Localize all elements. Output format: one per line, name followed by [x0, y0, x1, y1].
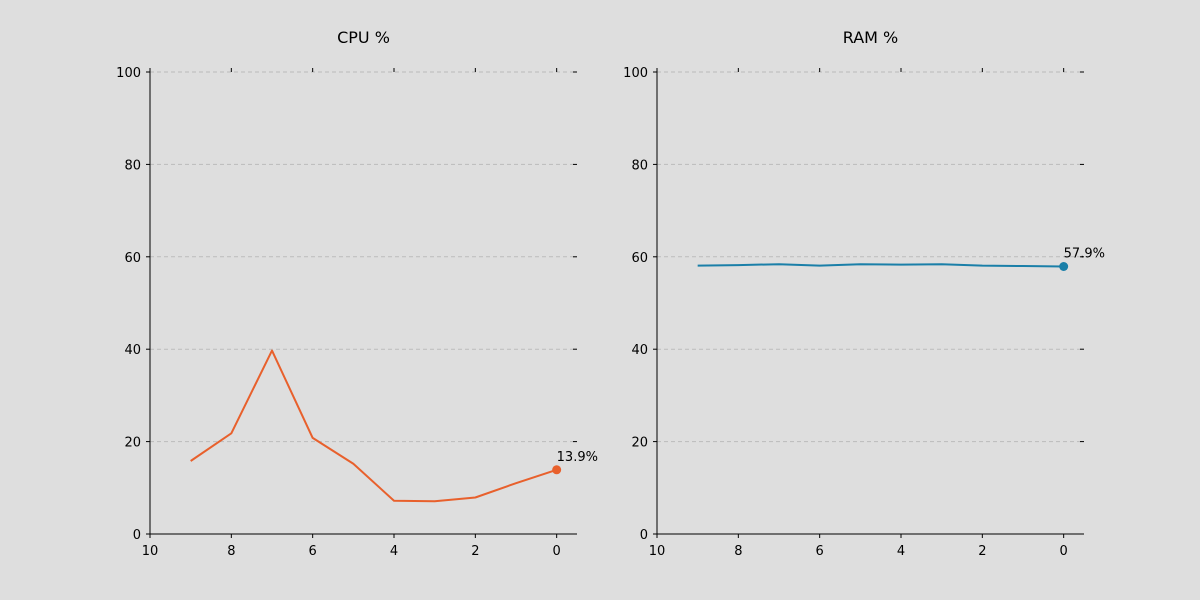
cpu-last-value-label: 13.9%	[557, 450, 598, 465]
cpu-x-tick-label: 0	[553, 544, 561, 559]
ram-y-tick-label: 60	[631, 251, 648, 266]
cpu-y-tick-label: 40	[124, 343, 141, 358]
ram-x-tick-label: 8	[734, 544, 742, 559]
ram-last-value-label: 57.9%	[1064, 247, 1105, 262]
cpu-x-tick-label: 10	[142, 544, 159, 559]
ram-chart-title: RAM %	[843, 28, 899, 47]
cpu-series-line	[190, 349, 557, 503]
cpu-y-tick-label: 60	[124, 251, 141, 266]
ram-y-tick-label: 100	[623, 66, 648, 81]
ram-x-tick-label: 10	[649, 544, 666, 559]
cpu-x-tick-label: 6	[309, 544, 317, 559]
ram-x-tick-label: 4	[897, 544, 905, 559]
ram-series-line	[697, 263, 1064, 268]
cpu-x-tick-label: 2	[471, 544, 479, 559]
ram-x-tick-label: 0	[1060, 544, 1068, 559]
cpu-chart-title: CPU %	[337, 28, 390, 47]
ram-y-tick-label: 0	[640, 528, 648, 543]
cpu-y-tick-label: 20	[124, 436, 141, 451]
cpu-y-tick-label: 80	[124, 158, 141, 173]
ram-y-tick-label: 40	[631, 343, 648, 358]
cpu-last-point	[552, 465, 562, 475]
cpu-y-tick-label: 100	[116, 66, 141, 81]
ram-last-point	[1059, 262, 1069, 272]
ram-x-tick-label: 6	[816, 544, 824, 559]
cpu-x-tick-label: 4	[390, 544, 398, 559]
ram-x-tick-label: 2	[978, 544, 986, 559]
ram-y-tick-label: 80	[631, 158, 648, 173]
cpu-x-tick-label: 8	[227, 544, 235, 559]
cpu-y-tick-label: 0	[133, 528, 141, 543]
ram-y-tick-label: 20	[631, 436, 648, 451]
